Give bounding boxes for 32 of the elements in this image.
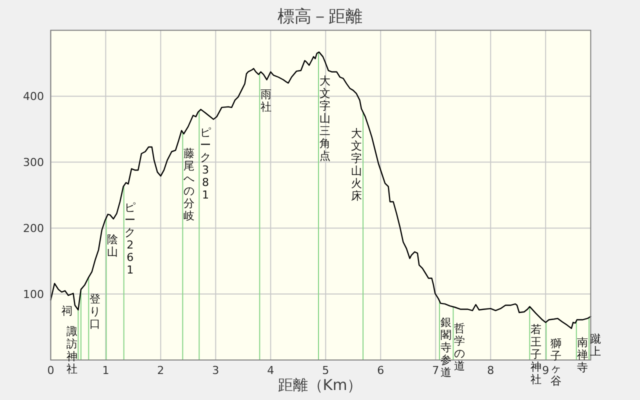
x-tick-label: 4: [267, 364, 274, 377]
x-tick-label: 0: [47, 364, 54, 377]
ref-line-label: 大文字山火床: [351, 127, 362, 203]
ref-line-label: 雨社: [260, 88, 272, 114]
ref-line-label: 銀閣寺参道: [440, 316, 452, 379]
x-axis-title: 距離（Km）: [278, 376, 362, 394]
ref-line-label: ピーク261: [124, 200, 136, 276]
ref-line-label: 哲学の道: [454, 322, 466, 372]
x-tick-label: 6: [377, 364, 384, 377]
x-tick-label: 9: [542, 364, 550, 377]
ref-line-label: 若王子神社: [530, 322, 542, 386]
ref-line-label: ピーク381: [200, 126, 211, 202]
y-tick-label: 400: [23, 90, 44, 104]
ref-line-label: 陰山: [107, 232, 118, 258]
x-tick-label: 7: [432, 364, 440, 377]
chart-title: 標高－距離: [278, 7, 362, 27]
x-tick-label: 1: [102, 364, 110, 377]
y-tick-label: 300: [23, 156, 44, 170]
x-tick-label: 8: [487, 364, 494, 377]
ref-line-label: 祠: [61, 304, 72, 318]
x-tick-label: 3: [212, 364, 220, 377]
ref-line-label: 南禅寺: [577, 336, 588, 374]
ref-line-label: 諏訪神社: [66, 324, 78, 376]
y-tick-label: 200: [23, 222, 44, 236]
ref-line-label: 蹴上: [590, 332, 601, 358]
ref-line-label: 藤尾への分岐: [183, 147, 194, 223]
x-tick-label: 2: [157, 364, 164, 377]
ref-line-label: 大文字山三角点: [319, 74, 330, 163]
ref-line-label: 獅子ヶ谷: [550, 336, 562, 388]
y-tick-label: 100: [23, 288, 44, 302]
x-tick-label: 5: [322, 364, 330, 377]
ref-line-label: 登り口: [89, 292, 100, 330]
